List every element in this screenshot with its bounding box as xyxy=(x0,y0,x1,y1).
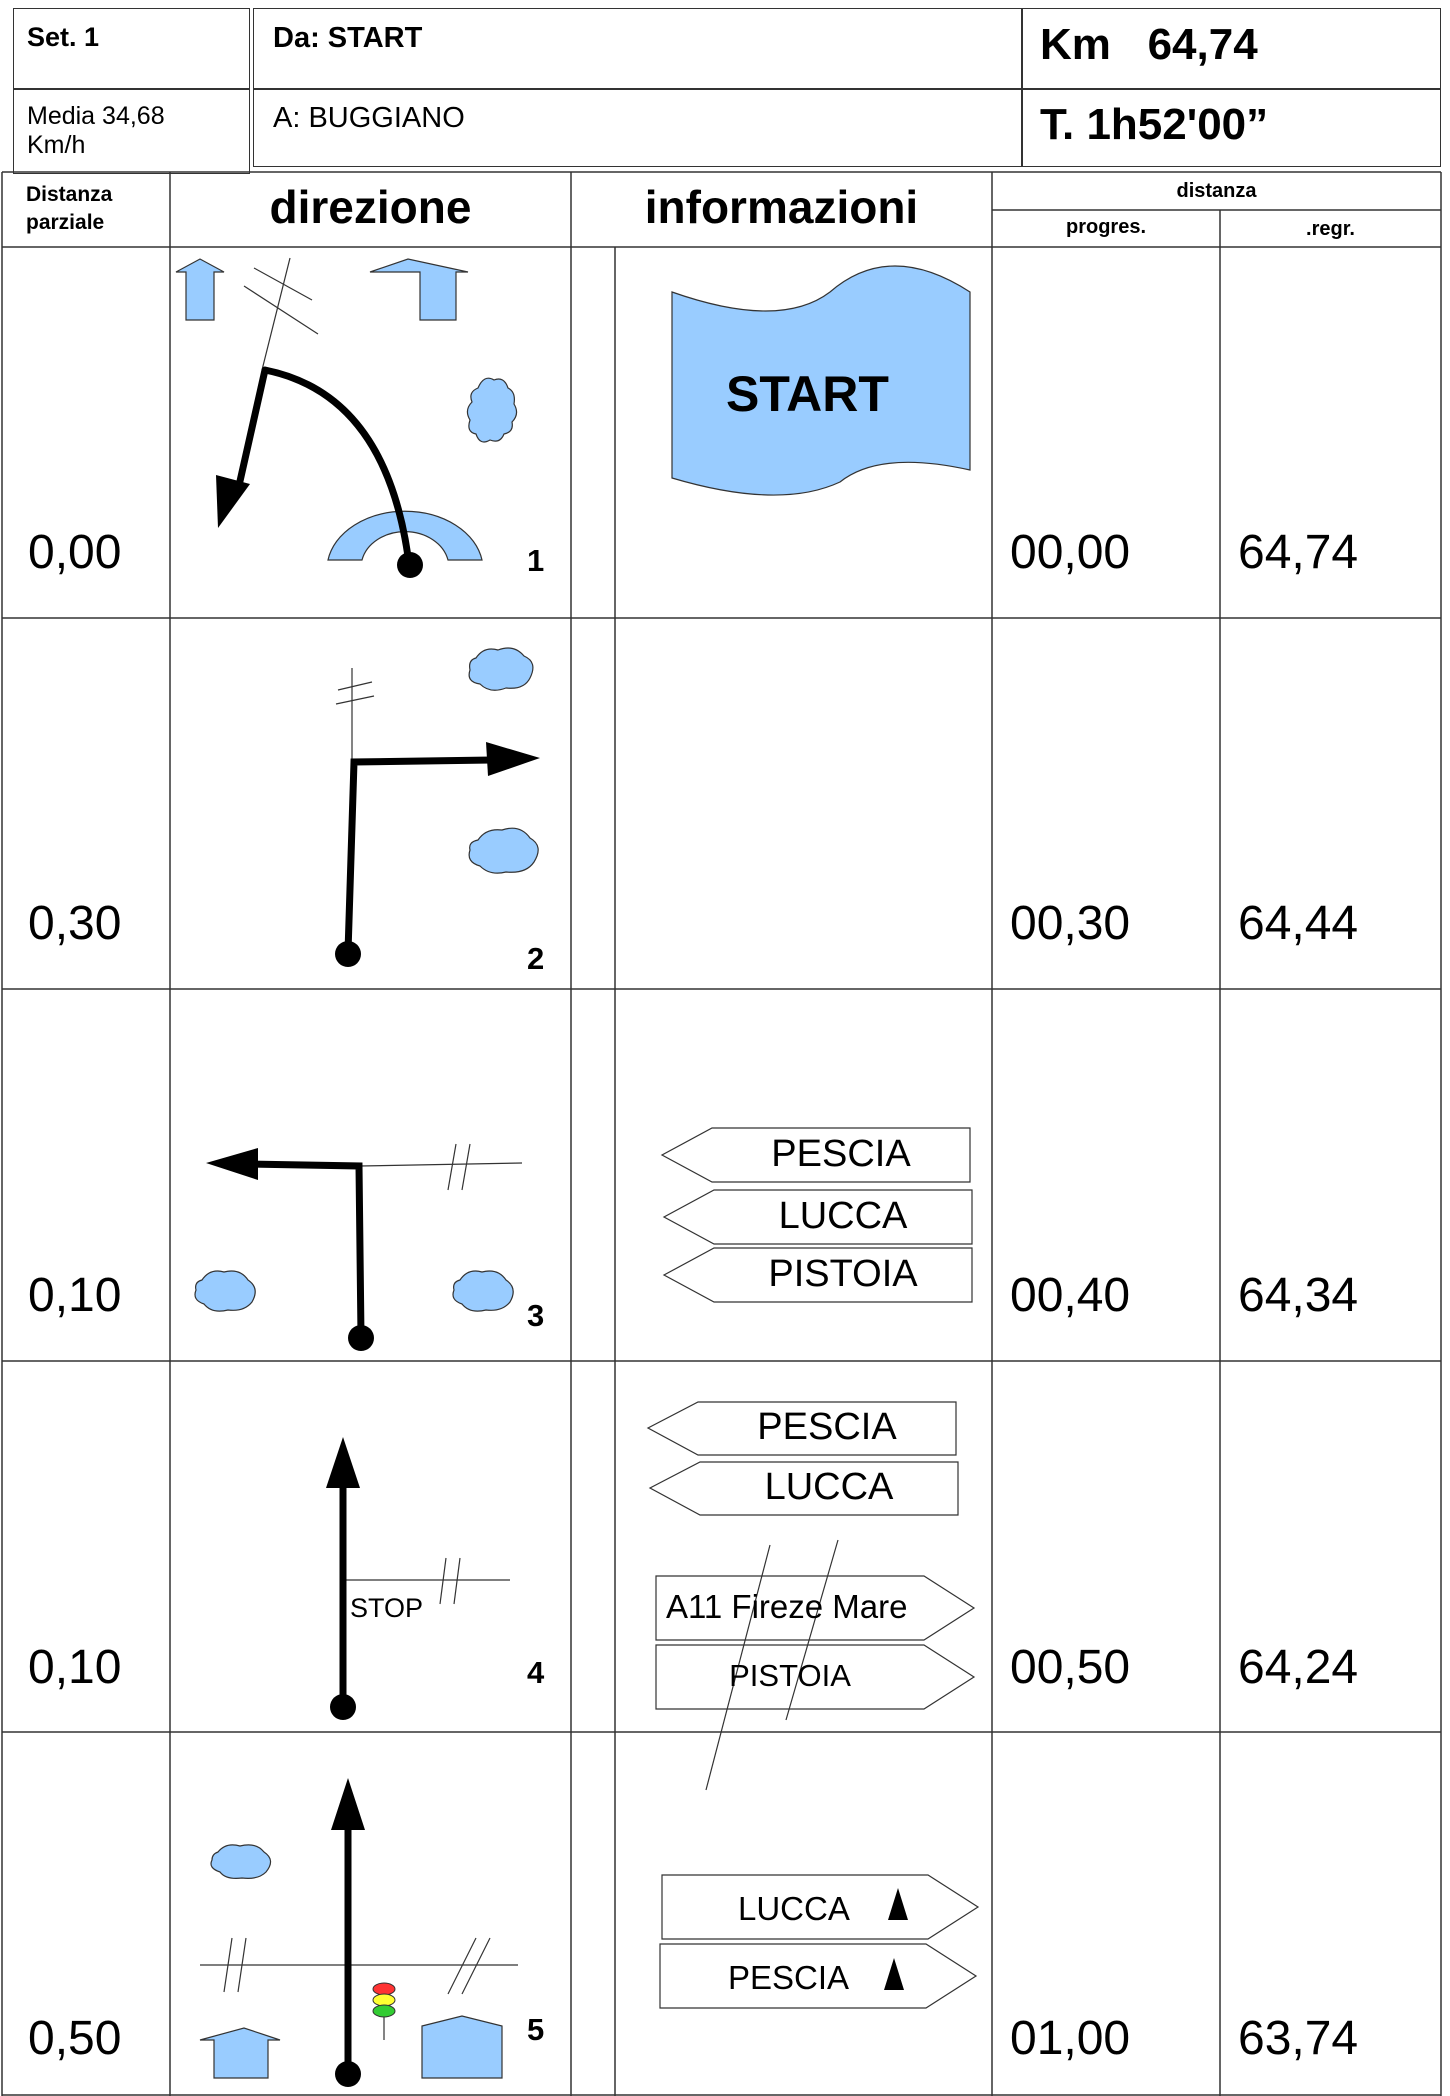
regressive-distance: 64,24 xyxy=(1238,1641,1359,1694)
row4-diagram xyxy=(326,1437,510,1720)
media-unit: Km/h xyxy=(27,131,86,159)
triangle-up-icon xyxy=(884,1958,904,1990)
row5-signs xyxy=(659,1874,980,2009)
crossed-out-line xyxy=(705,1544,771,1791)
km-label: Km 64,74 xyxy=(1040,20,1258,69)
sign-right-arrow-icon xyxy=(655,1644,976,1710)
stop-label: STOP xyxy=(350,1593,424,1623)
start-flag-icon xyxy=(671,265,971,496)
sign-left-arrow-icon xyxy=(662,1189,973,1245)
media-box xyxy=(13,89,250,174)
time-label: T. 1h52'00” xyxy=(1040,100,1269,149)
media-value: Media 34,68 xyxy=(27,102,165,130)
row2-diagram xyxy=(335,647,540,967)
tree-icon xyxy=(194,1270,256,1312)
from-box xyxy=(253,8,1023,89)
regressive-distance: 64,44 xyxy=(1238,897,1359,950)
sign-right-arrow-icon xyxy=(655,1575,976,1641)
step-number: 4 xyxy=(527,1655,545,1690)
progressive-distance: 00,40 xyxy=(1010,1269,1131,1322)
to-label: A: BUGGIANO xyxy=(273,102,465,134)
partial-distance: 0,50 xyxy=(28,2012,122,2065)
col-info-label: informazioni xyxy=(644,181,919,233)
traffic-light-icon xyxy=(372,1982,396,2040)
row3-signs xyxy=(660,1127,973,1303)
sign-left-arrow-icon xyxy=(648,1461,959,1516)
set-label: Set. 1 xyxy=(27,22,100,52)
tree-icon xyxy=(466,377,518,443)
set-box xyxy=(13,8,250,89)
progressive-distance: 00,30 xyxy=(1010,897,1131,950)
sign-left-arrow-icon xyxy=(662,1247,973,1303)
col-partial-label: Distanza xyxy=(26,183,113,206)
col-distance-label: distanza xyxy=(1176,180,1257,202)
sign-text: PESCIA xyxy=(757,1406,897,1448)
triangle-up-icon xyxy=(888,1888,908,1920)
sign-text: PESCIA xyxy=(728,1959,850,1996)
row5-diagram xyxy=(199,1778,518,2087)
progressive-distance: 00,50 xyxy=(1010,1641,1131,1694)
tree-icon xyxy=(468,827,539,874)
row3-diagram xyxy=(194,1143,523,1351)
partial-distance: 0,00 xyxy=(28,526,122,579)
tree-icon xyxy=(210,1844,272,1879)
roundabout-icon xyxy=(327,510,483,561)
col-regressive-label: .regr. xyxy=(1306,218,1355,240)
straight-arrow-icon xyxy=(369,258,469,321)
partial-distance: 0,30 xyxy=(28,897,122,950)
sign-left-arrow-icon xyxy=(660,1127,971,1183)
time-box xyxy=(1021,89,1441,167)
step-number: 2 xyxy=(527,941,545,976)
km-box xyxy=(1021,8,1441,89)
straight-arrow-icon xyxy=(421,2015,503,2079)
row4-signs xyxy=(646,1401,976,1791)
partial-distance: 0,10 xyxy=(28,1641,122,1694)
tree-icon xyxy=(468,647,534,691)
step-number: 1 xyxy=(527,543,545,578)
regressive-distance: 63,74 xyxy=(1238,2012,1359,2065)
sign-right-arrow-icon xyxy=(661,1874,980,1940)
row1-start-banner xyxy=(671,265,971,496)
sign-text: PISTOIA xyxy=(729,1658,851,1693)
sign-left-arrow-icon xyxy=(646,1401,957,1456)
straight-arrow-icon xyxy=(199,2027,281,2079)
sign-text: A11 Fireze Mare xyxy=(666,1588,908,1625)
progressive-distance: 01,00 xyxy=(1010,2012,1131,2065)
tree-icon xyxy=(452,1270,514,1312)
crossed-out-line xyxy=(785,1539,839,1721)
progressive-distance: 00,00 xyxy=(1010,526,1131,579)
step-number: 5 xyxy=(527,2012,545,2047)
sign-text: LUCCA xyxy=(764,1466,894,1508)
partial-distance: 0,10 xyxy=(28,1269,122,1322)
sign-text: LUCCA xyxy=(738,1890,850,1927)
col-partial-label-2: parziale xyxy=(26,211,105,234)
from-label: Da: START xyxy=(273,22,423,54)
start-banner-text: START xyxy=(726,366,889,422)
sign-text: PISTOIA xyxy=(768,1253,918,1295)
row1-diagram xyxy=(175,257,518,578)
sign-right-arrow-icon xyxy=(659,1943,978,2009)
col-progressive-label: progres. xyxy=(1065,216,1147,238)
sign-text: PESCIA xyxy=(771,1133,911,1175)
regressive-distance: 64,34 xyxy=(1238,1269,1359,1322)
regressive-distance: 64,74 xyxy=(1238,526,1359,579)
to-box xyxy=(253,89,1023,167)
straight-arrow-icon xyxy=(175,258,225,321)
step-number: 3 xyxy=(527,1298,545,1333)
col-direction-label: direzione xyxy=(269,181,472,233)
sign-text: LUCCA xyxy=(778,1195,908,1237)
